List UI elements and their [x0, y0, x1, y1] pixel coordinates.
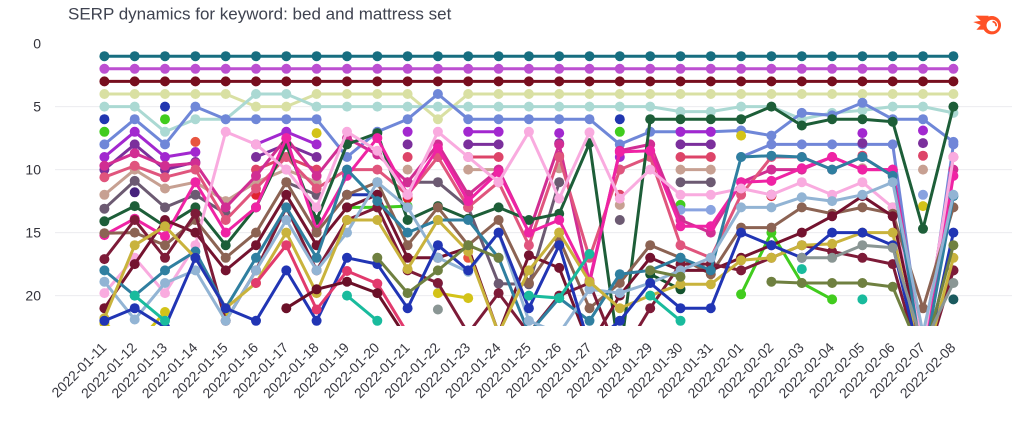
svg-text:0: 0 [33, 35, 41, 51]
svg-text:20: 20 [25, 287, 41, 303]
svg-text:10: 10 [25, 161, 41, 177]
svg-text:SERP dynamics for keyword: bed: SERP dynamics for keyword: bed and mattr… [68, 5, 452, 24]
svg-text:5: 5 [33, 98, 41, 114]
svg-text:15: 15 [25, 224, 41, 240]
